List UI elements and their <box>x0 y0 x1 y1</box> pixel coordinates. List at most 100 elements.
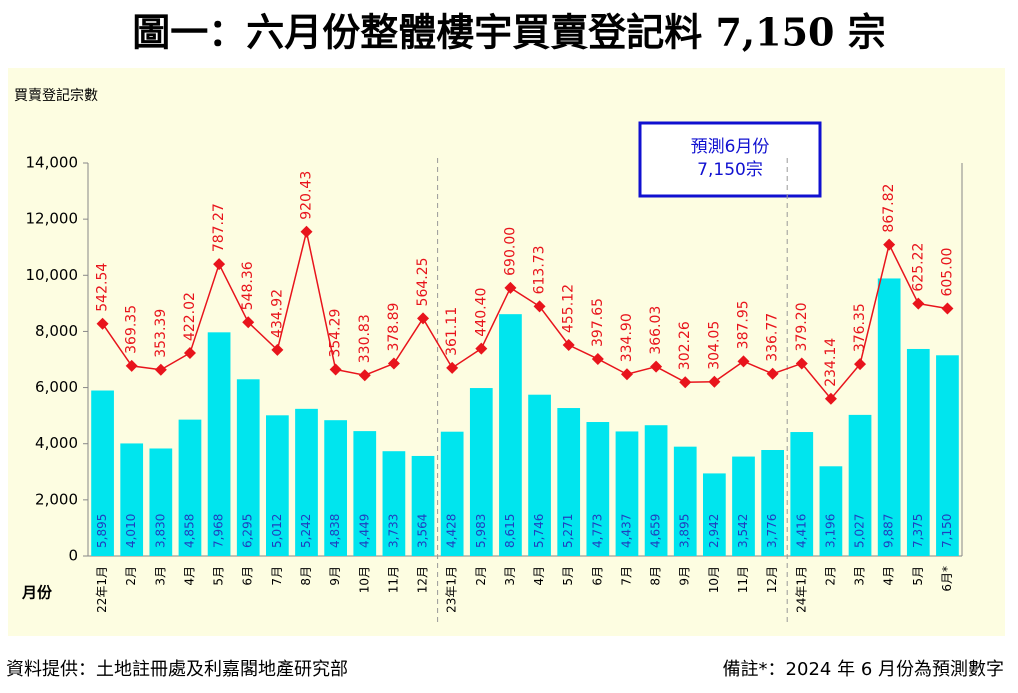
line-marker <box>650 360 663 373</box>
x-tick-label: 12月 <box>765 566 779 593</box>
line-marker <box>737 355 750 368</box>
bar-value-label: 3,895 <box>678 514 692 548</box>
line-marker <box>271 343 284 356</box>
line-marker <box>795 357 808 370</box>
line-value-label: 422.02 <box>182 292 198 341</box>
x-tick-label: 5月 <box>561 566 575 586</box>
line-value-label: 378.89 <box>386 303 402 352</box>
line-value-label: 548.36 <box>240 261 256 310</box>
bar-value-label: 7,968 <box>212 514 226 548</box>
bar <box>703 473 726 556</box>
bar <box>469 388 493 556</box>
line-value-label: 564.25 <box>415 257 431 306</box>
bar-value-label: 4,659 <box>649 514 663 548</box>
line-value-label: 361.11 <box>444 307 460 356</box>
bar <box>440 431 464 556</box>
line-marker <box>533 300 546 313</box>
note: 備註*：2024 年 6 月份為預測數字 <box>723 659 1004 680</box>
x-tick-label: 2月 <box>823 566 837 586</box>
bar-value-label: 5,271 <box>561 514 575 548</box>
bar <box>266 415 289 556</box>
line-value-label: 330.83 <box>357 314 373 363</box>
line-value-label: 867.82 <box>881 184 897 233</box>
line-value-label: 353.39 <box>153 309 169 358</box>
line-marker <box>417 312 430 325</box>
bar-value-label: 3,196 <box>823 514 837 548</box>
source: 資料提供：土地註冊處及利嘉閣地產研究部 <box>6 659 348 680</box>
x-axis-label: 月份 <box>21 584 53 602</box>
line-value-label: 920.43 <box>299 171 315 220</box>
line-marker <box>125 359 138 372</box>
x-tick-label: 10月 <box>357 566 371 593</box>
y-axis-label: 買賣登記宗數 <box>14 87 98 104</box>
x-tick-label: 4月 <box>882 566 896 586</box>
line-value-label: 369.35 <box>124 305 140 354</box>
x-tick-label: 12月 <box>416 566 430 593</box>
bar <box>615 431 639 556</box>
x-tick-label: 10月 <box>707 566 721 593</box>
line-marker <box>446 361 459 374</box>
line-value-label: 625.22 <box>910 243 926 292</box>
bar-value-label: 5,242 <box>299 514 313 548</box>
line-marker <box>708 375 721 388</box>
bar <box>673 446 697 556</box>
line-marker <box>591 352 604 365</box>
x-tick-label: 2月 <box>474 566 488 586</box>
line-marker <box>96 317 109 330</box>
y-tick-label: 10,000 <box>26 266 79 284</box>
line-value-label: 376.35 <box>852 303 868 352</box>
y-tick-label: 6,000 <box>35 378 78 396</box>
bar-value-label: 5,983 <box>474 514 488 548</box>
bar-value-label: 5,895 <box>95 514 109 548</box>
x-tick-label: 4月 <box>182 566 196 586</box>
x-tick-label: 24年1月 <box>794 566 808 613</box>
x-tick-label: 23年1月 <box>445 566 459 613</box>
line-marker <box>300 225 313 238</box>
line-value-label: 613.73 <box>532 245 548 294</box>
x-tick-label: 5月 <box>911 566 925 586</box>
bar-value-label: 5,027 <box>853 514 867 548</box>
bar-value-label: 2,942 <box>707 514 721 548</box>
line-marker <box>358 369 371 382</box>
x-tick-label: 9月 <box>328 566 342 586</box>
bar <box>236 379 260 556</box>
bar-value-label: 4,010 <box>124 514 138 548</box>
bar <box>877 278 901 556</box>
line-marker <box>387 357 400 370</box>
x-tick-label: 3月 <box>853 566 867 586</box>
bar <box>499 314 522 556</box>
annotation-box <box>638 121 822 198</box>
y-tick-label: 14,000 <box>26 154 79 172</box>
line-marker <box>242 316 255 329</box>
x-tick-label: 4月 <box>532 566 546 586</box>
line-value-label: 302.26 <box>677 321 693 370</box>
x-tick-label: 3月 <box>153 566 167 586</box>
y-tick-label: 4,000 <box>35 434 78 452</box>
bar-value-label: 3,542 <box>736 514 750 548</box>
bar <box>411 455 435 556</box>
bar-value-label: 5,012 <box>270 514 284 548</box>
bar <box>906 348 930 556</box>
line-marker <box>504 281 517 294</box>
bar-value-label: 3,830 <box>153 514 167 548</box>
bar-value-label: 4,437 <box>619 514 633 548</box>
line-value-label: 334.90 <box>619 313 635 362</box>
bar-value-label: 3,564 <box>416 514 430 548</box>
bar-value-label: 5,746 <box>532 514 546 548</box>
line-marker <box>912 297 925 310</box>
line-value-label: 434.92 <box>269 289 285 338</box>
line-value-label: 336.77 <box>765 313 781 362</box>
bar <box>120 443 144 556</box>
line-value-label: 440.40 <box>473 288 489 337</box>
bar-value-label: 7,375 <box>911 514 925 548</box>
bar <box>761 450 784 556</box>
bar-value-label: 4,416 <box>794 514 808 548</box>
line-value-label: 605.00 <box>939 248 955 297</box>
line-marker <box>679 376 692 389</box>
bar <box>644 425 668 556</box>
chart-title: 圖一：六月份整體樓宇買賣登記料 7,150 宗 <box>132 10 885 55</box>
bar-value-label: 3,776 <box>765 514 779 548</box>
bar-value-label: 4,773 <box>590 514 604 548</box>
bar <box>91 390 114 556</box>
